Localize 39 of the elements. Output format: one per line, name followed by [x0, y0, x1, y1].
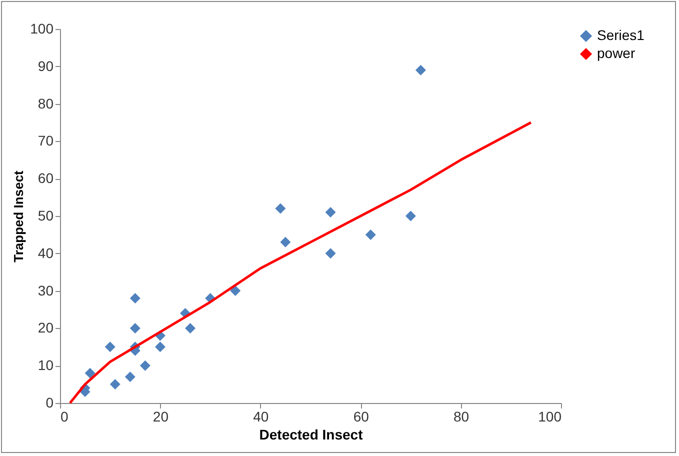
- y-tick-label: 20: [38, 320, 54, 336]
- y-tick-label: 0: [46, 394, 54, 410]
- point: [275, 203, 286, 214]
- line-series: [68, 121, 532, 404]
- point: [415, 64, 426, 76]
- point: [130, 293, 140, 304]
- y-tick-label: 90: [38, 58, 54, 74]
- point: [110, 379, 120, 390]
- point: [230, 286, 241, 296]
- point: [325, 207, 336, 218]
- y-tick-label: 80: [38, 95, 54, 112]
- y-tick-label: 100: [30, 20, 54, 36]
- x-tick-label: 0: [60, 408, 68, 424]
- point: [405, 210, 416, 222]
- point: [130, 322, 140, 334]
- x-tick-label: 60: [353, 408, 370, 424]
- x-tick-label: 80: [454, 408, 470, 424]
- y-axis-title: Trapped Insect: [11, 170, 26, 262]
- y-tick-label: 70: [38, 132, 54, 149]
- point: [365, 229, 376, 240]
- point: [84, 368, 96, 378]
- legend-label: power: [597, 45, 636, 61]
- point: [185, 322, 196, 334]
- legend-label: Series1: [597, 27, 645, 43]
- y-tick-label: 10: [38, 357, 54, 374]
- point: [280, 236, 291, 248]
- y-tick-label: 40: [38, 244, 54, 261]
- y-tick-label: 30: [38, 282, 54, 298]
- point: [325, 248, 336, 259]
- x-tick-label: 20: [152, 408, 169, 424]
- point: [154, 342, 166, 352]
- x-tick-label: 40: [253, 408, 269, 424]
- y-tick-label: 50: [38, 208, 54, 224]
- point: [124, 372, 136, 382]
- x-axis-title: Detected Insect: [259, 426, 364, 442]
- x-tick-label: 100: [538, 408, 562, 424]
- point: [140, 360, 150, 371]
- point: [104, 342, 116, 352]
- y-tick-label: 60: [38, 170, 54, 186]
